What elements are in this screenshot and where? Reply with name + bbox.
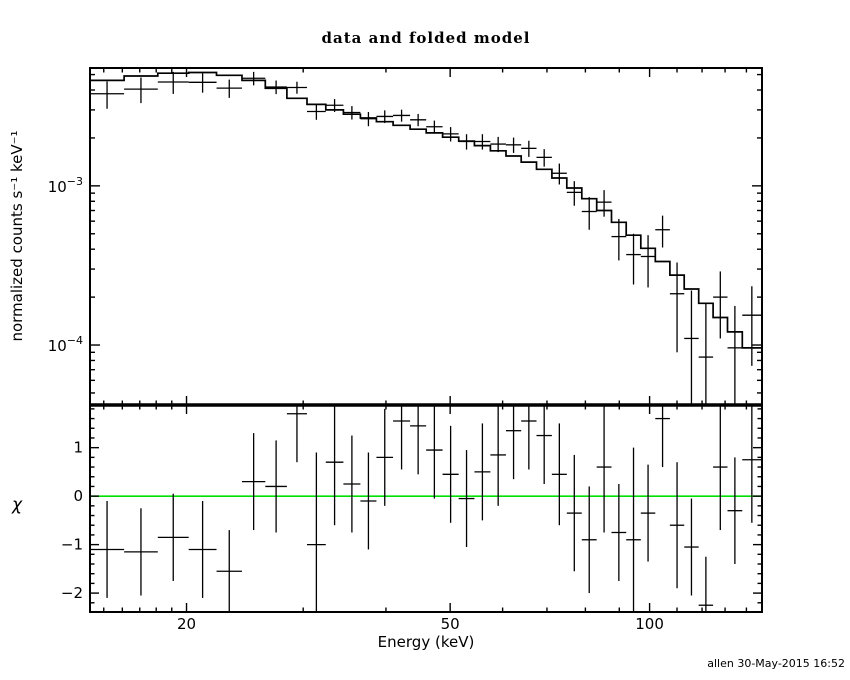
x-tick-label: 100 bbox=[635, 615, 664, 633]
y-tick-label-chi: −1 bbox=[61, 536, 83, 554]
frame-layer bbox=[89, 67, 763, 613]
y-tick-label-power: 10−4 bbox=[48, 334, 83, 355]
y-axis-label-chi: χ bbox=[12, 495, 23, 515]
spectrum-panel-frame bbox=[89, 67, 763, 406]
y-tick-label-chi: 0 bbox=[73, 487, 83, 505]
plot-title: data and folded model bbox=[321, 29, 531, 47]
y-axis-label-counts: normalized counts s⁻¹ keV⁻¹ bbox=[8, 130, 26, 342]
y-tick-label-chi: −2 bbox=[61, 584, 83, 602]
timestamp-label: allen 30-May-2015 16:52 bbox=[707, 657, 845, 670]
x-tick-label: 20 bbox=[177, 615, 196, 633]
x-tick-label: 50 bbox=[441, 615, 460, 633]
y-tick-label-power: 10−3 bbox=[48, 175, 83, 196]
residual-panel-frame bbox=[89, 404, 763, 613]
model-step-line bbox=[90, 71, 762, 349]
residual-data-points-layer bbox=[90, 405, 762, 612]
spectrum-data-points-layer bbox=[90, 71, 762, 405]
x-axis-label: Energy (keV) bbox=[377, 633, 475, 651]
tick-label-layer: 20 50 100 10−3 10−4 1 0 −1 −2 bbox=[48, 175, 664, 633]
tick-layer bbox=[90, 68, 762, 612]
model-step-line-layer bbox=[90, 71, 762, 349]
y-tick-label-chi: 1 bbox=[73, 439, 83, 457]
